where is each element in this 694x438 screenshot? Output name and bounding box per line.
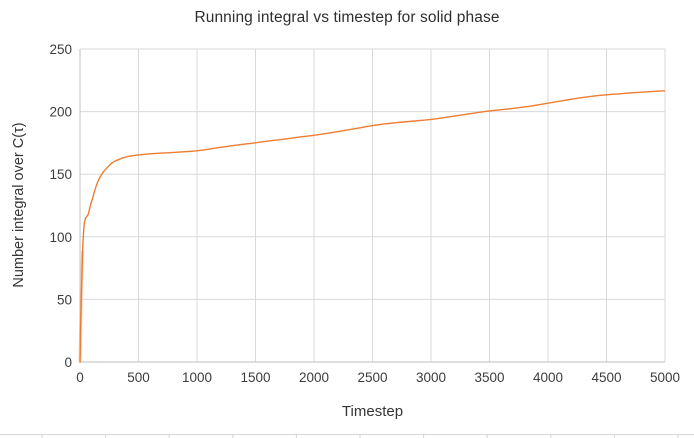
x-tick-label: 4000 — [533, 370, 563, 385]
y-tick-label: 200 — [49, 105, 72, 120]
y-tick-label: 50 — [57, 292, 72, 307]
x-tick-label: 3000 — [416, 370, 446, 385]
chart-title[interactable]: Running integral vs timestep for solid p… — [194, 9, 500, 26]
x-tick-label: 3500 — [474, 370, 504, 385]
y-tick-label: 100 — [49, 230, 72, 245]
x-tick-label: 2000 — [299, 370, 329, 385]
y-tick-label: 0 — [64, 355, 72, 370]
x-tick-label: 1500 — [240, 370, 270, 385]
x-tick-label: 500 — [127, 370, 150, 385]
x-tick-label: 0 — [76, 370, 84, 385]
x-tick-label: 1000 — [182, 370, 212, 385]
x-axis-title[interactable]: Timestep — [341, 403, 404, 420]
y-tick-label: 250 — [49, 42, 72, 57]
worksheet-cell-gridline-edge — [0, 434, 694, 438]
series-line-running-integral[interactable] — [79, 90, 666, 363]
x-tick-label: 4500 — [591, 370, 621, 385]
x-tick-label: 5000 — [650, 370, 680, 385]
y-tick-label: 150 — [49, 167, 72, 182]
x-tick-label: 2500 — [357, 370, 387, 385]
